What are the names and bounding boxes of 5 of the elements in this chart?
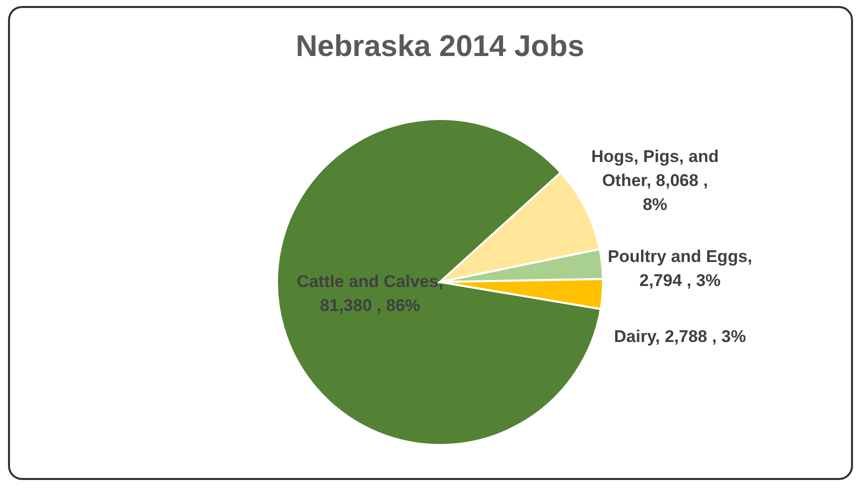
chart-title: Nebraska 2014 Jobs xyxy=(296,30,584,63)
slice-label: Hogs, Pigs, and Other, 8,068 , 8% xyxy=(591,147,719,214)
slice-label: Dairy, 2,788 , 3% xyxy=(614,327,746,346)
slice-label: Poultry and Eggs, 2,794 , 3% xyxy=(608,247,752,290)
slice-label: Cattle and Calves, 81,380 , 86% xyxy=(296,272,444,315)
